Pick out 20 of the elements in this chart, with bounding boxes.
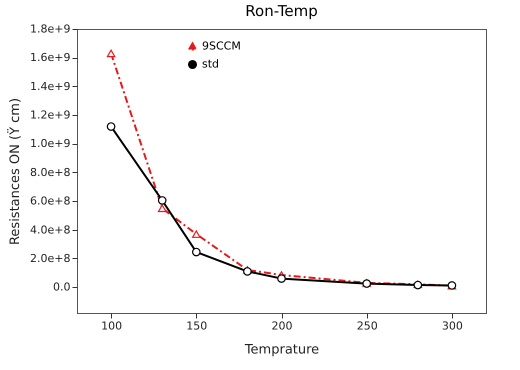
x-axis-title: Temprature [244, 342, 320, 358]
legend-label: std [202, 58, 220, 70]
y-tick-label: 1.0e+9 [30, 137, 70, 150]
y-tick-label: 0.0 [53, 280, 70, 294]
x-tick-label: 200 [272, 320, 292, 332]
x-tick-label: 150 [186, 320, 208, 332]
y-tick-label: 1.2e+9 [30, 108, 70, 122]
x-tick-label: 250 [356, 320, 378, 332]
y-tick-label: 8.0e+8 [30, 166, 70, 179]
y-tick-label: 1.6e+9 [30, 51, 70, 64]
y-tick-label: 6.0e+8 [30, 194, 70, 208]
y-tick-label: 4.0e+8 [30, 223, 70, 236]
legend-label: 9SCCM [202, 40, 241, 52]
y-axis-title: Resistances ON (Ÿ cm) [7, 98, 24, 246]
chart-title: Ron-Temp [245, 2, 318, 20]
y-tick-label: 2.0e+8 [30, 252, 70, 265]
x-tick-label: 300 [442, 320, 463, 332]
y-tick-label: 1.4e+9 [30, 80, 70, 93]
y-tick-label: 1.8e+9 [30, 22, 70, 36]
x-tick-label: 100 [101, 320, 122, 332]
